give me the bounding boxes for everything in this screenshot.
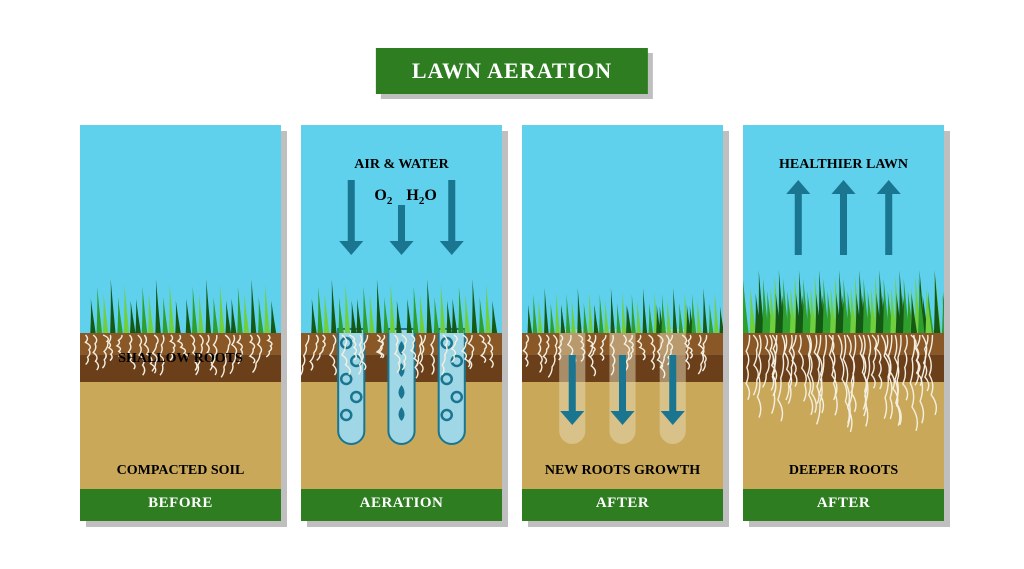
panel-caption: AFTER xyxy=(743,489,944,521)
panel-label: AIR & WATER xyxy=(301,157,502,173)
panel-label: NEW ROOTS GROWTH xyxy=(522,463,723,479)
panel-caption: AFTER xyxy=(522,489,723,521)
formula-label: H2O xyxy=(406,187,436,207)
panel-label: DEEPER ROOTS xyxy=(743,463,944,479)
panel-row: BEFORE SHALLOW ROOTS COMPACTED SOIL AERATI… xyxy=(80,125,944,521)
panel-caption: AERATION xyxy=(301,489,502,521)
formula-label: O2 xyxy=(374,187,392,207)
panel: AFTER HEALTHIER LAWN DEEPER ROOTS xyxy=(743,125,944,521)
panel-label: SHALLOW ROOTS xyxy=(80,351,281,367)
panel: AERATION AIR & WATER O2 H2O xyxy=(301,125,502,521)
panel-caption: BEFORE xyxy=(80,489,281,521)
panel: BEFORE SHALLOW ROOTS COMPACTED SOIL xyxy=(80,125,281,521)
panel-label: COMPACTED SOIL xyxy=(80,463,281,479)
panel: AFTER NEW ROOTS GROWTH xyxy=(522,125,723,521)
panel-label: HEALTHIER LAWN xyxy=(743,157,944,173)
title: LAWN AERATION xyxy=(376,48,648,94)
